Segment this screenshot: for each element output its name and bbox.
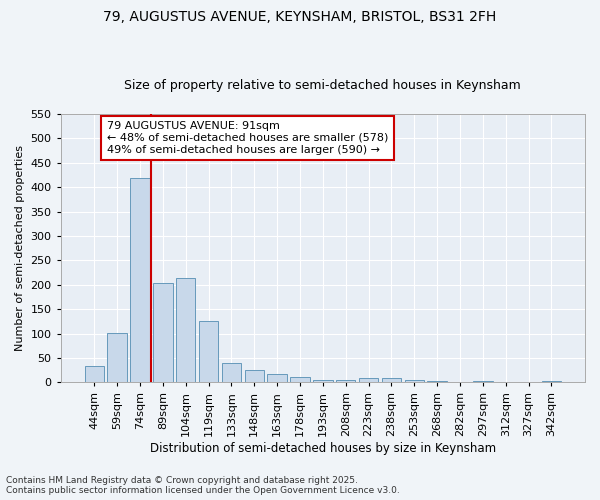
X-axis label: Distribution of semi-detached houses by size in Keynsham: Distribution of semi-detached houses by …	[150, 442, 496, 455]
Bar	[404, 380, 424, 382]
Bar	[290, 378, 310, 382]
Bar	[268, 374, 287, 382]
Text: 79, AUGUSTUS AVENUE, KEYNSHAM, BRISTOL, BS31 2FH: 79, AUGUSTUS AVENUE, KEYNSHAM, BRISTOL, …	[103, 10, 497, 24]
Bar	[176, 278, 196, 382]
Text: Contains HM Land Registry data © Crown copyright and database right 2025.
Contai: Contains HM Land Registry data © Crown c…	[6, 476, 400, 495]
Bar	[153, 283, 173, 382]
Title: Size of property relative to semi-detached houses in Keynsham: Size of property relative to semi-detach…	[124, 79, 521, 92]
Bar	[221, 363, 241, 382]
Bar	[199, 321, 218, 382]
Bar	[359, 378, 378, 382]
Bar	[313, 380, 332, 382]
Text: 79 AUGUSTUS AVENUE: 91sqm
← 48% of semi-detached houses are smaller (578)
49% of: 79 AUGUSTUS AVENUE: 91sqm ← 48% of semi-…	[107, 122, 388, 154]
Y-axis label: Number of semi-detached properties: Number of semi-detached properties	[15, 145, 25, 351]
Bar	[542, 381, 561, 382]
Bar	[130, 178, 149, 382]
Bar	[107, 332, 127, 382]
Bar	[382, 378, 401, 382]
Bar	[85, 366, 104, 382]
Bar	[336, 380, 355, 382]
Bar	[245, 370, 264, 382]
